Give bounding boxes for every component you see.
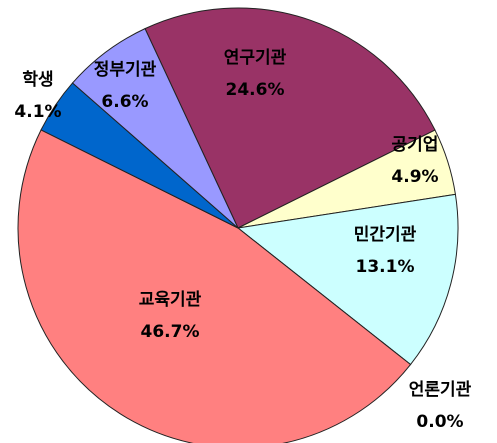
pie-slice [17, 129, 412, 443]
slice-value-label: 4.9% [391, 167, 438, 187]
slice-label: 정부기관 [94, 60, 157, 80]
slice-label: 언론기관 [409, 380, 472, 400]
slice-value-label: 4.1% [14, 102, 61, 122]
slice-label: 민간기관 [354, 225, 417, 245]
slice-label: 공기업 [392, 135, 439, 155]
slice-value-label: 46.7% [141, 322, 200, 342]
pie-slice [144, 7, 436, 229]
slice-label: 교육기관 [139, 290, 202, 310]
pie-slice [236, 193, 459, 366]
slice-value-label: 0.0% [416, 412, 463, 432]
slice-value-label: 13.1% [356, 257, 415, 277]
pie-slice [71, 27, 239, 229]
slice-label: 연구기관 [224, 48, 287, 68]
slice-value-label: 24.6% [226, 80, 285, 100]
slice-value-label: 6.6% [101, 92, 148, 112]
slice-label: 학생 [22, 70, 53, 90]
